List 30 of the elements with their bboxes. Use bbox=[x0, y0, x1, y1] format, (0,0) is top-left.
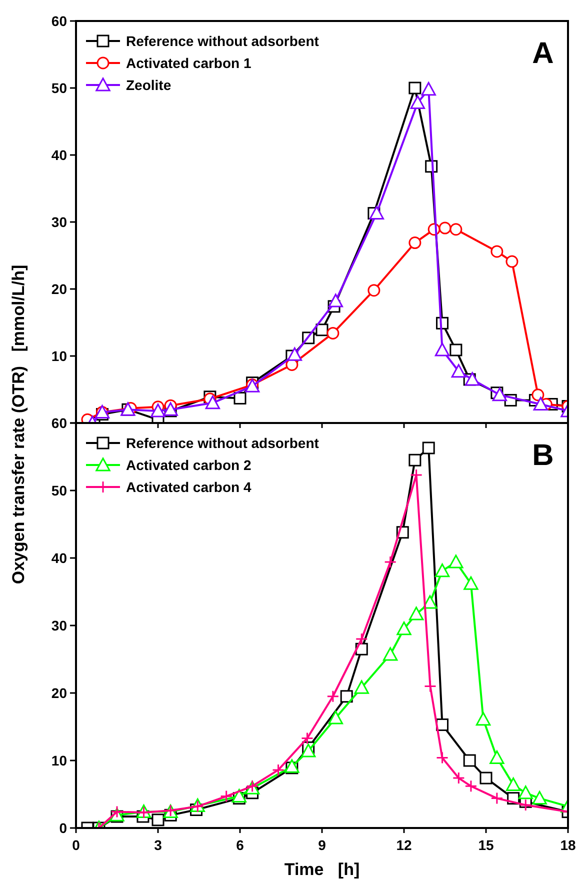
y-tick-label: 50 bbox=[51, 80, 68, 96]
x-axis-title: Time [h] bbox=[284, 860, 360, 879]
legend-label: Reference without adsorbent bbox=[126, 434, 320, 451]
y-tick-label: 60 bbox=[51, 414, 68, 431]
legend-label: Activated carbon 4 bbox=[126, 478, 252, 495]
y-tick-label: 20 bbox=[51, 684, 68, 701]
y-axis-title: Oxygen transfer rate (OTR) [mmol/L/h] bbox=[9, 264, 28, 584]
y-tick-label: 40 bbox=[51, 146, 68, 163]
y-tick-label: 10 bbox=[51, 752, 68, 768]
legend-label: Zeolite bbox=[126, 76, 172, 93]
y-tick-label: 0 bbox=[59, 820, 68, 836]
y-tick-label: 40 bbox=[51, 550, 68, 566]
x-tick-label: 18 bbox=[560, 837, 576, 853]
x-tick-label: 9 bbox=[318, 837, 326, 853]
y-tick-label: 50 bbox=[51, 482, 68, 498]
y-tick-label: 60 bbox=[51, 12, 68, 29]
x-tick-label: 6 bbox=[236, 837, 244, 853]
legend-label: Activated carbon 2 bbox=[126, 456, 252, 473]
legend-label: Reference without adsorbent bbox=[126, 32, 320, 49]
y-tick-label: 20 bbox=[51, 280, 68, 297]
x-tick-label: 0 bbox=[72, 837, 80, 853]
y-tick-label: 30 bbox=[51, 617, 68, 634]
y-tick-label: 10 bbox=[51, 348, 68, 364]
x-tick-label: 3 bbox=[154, 837, 162, 853]
legend-label: Activated carbon 1 bbox=[126, 54, 252, 71]
annotation: A bbox=[532, 37, 554, 70]
x-tick-label: 12 bbox=[396, 837, 412, 853]
annotation: B bbox=[532, 439, 554, 472]
x-tick-label: 15 bbox=[478, 837, 494, 853]
y-tick-label: 30 bbox=[51, 214, 68, 230]
